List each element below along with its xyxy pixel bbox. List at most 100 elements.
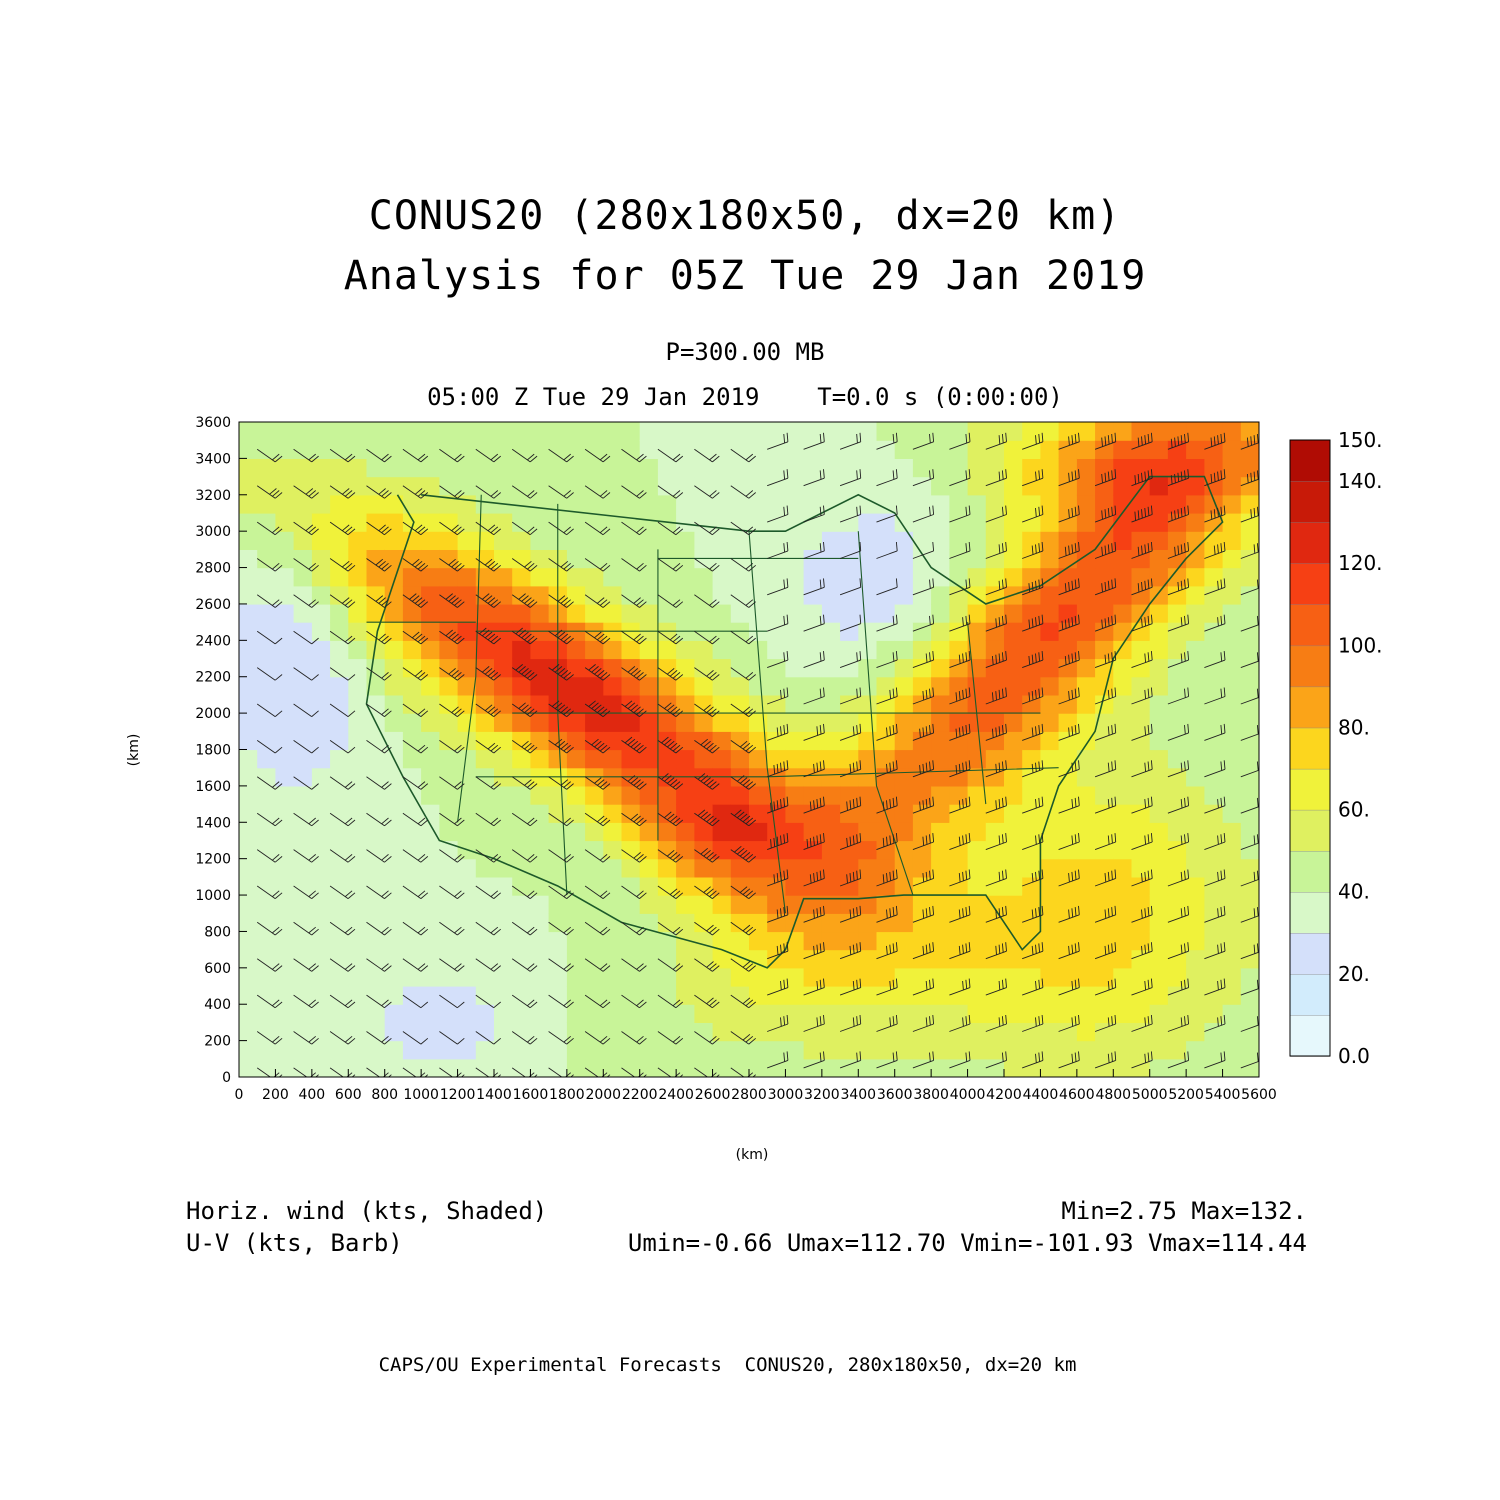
shading-cell: [749, 513, 768, 532]
shading-cell: [676, 676, 695, 696]
shading-cell: [439, 567, 459, 587]
wind-barb: [912, 432, 935, 450]
wind-barb: [1240, 1052, 1259, 1069]
shading-cell: [803, 986, 823, 1005]
shading-cell: [384, 986, 404, 1005]
shading-cell: [676, 931, 695, 951]
wind-barb: [511, 664, 538, 681]
wind-barb: [839, 796, 862, 814]
shading-cell: [603, 931, 623, 951]
shading-cell: [803, 1004, 823, 1023]
shading-cell: [293, 713, 313, 732]
shading-cell: [366, 895, 386, 914]
shading-cell: [785, 567, 805, 587]
shading-cell: [821, 494, 841, 514]
shading-cell: [1240, 804, 1259, 823]
shading-cell: [967, 1022, 987, 1042]
y-axis-label: (km): [126, 734, 142, 767]
x-tick-label: 2800: [731, 1087, 767, 1103]
wind-barb: [730, 740, 756, 754]
shading-cell: [694, 531, 714, 550]
shading-cell: [384, 676, 404, 696]
shading-cell: [366, 567, 386, 587]
shading-cell: [894, 494, 914, 514]
shading-cell: [1204, 422, 1224, 441]
shading-cell: [639, 567, 659, 587]
shading-cell: [439, 913, 459, 933]
shading-cell: [712, 913, 732, 933]
wind-barb: [1240, 979, 1259, 996]
shading-cell: [585, 513, 604, 532]
shading-cell: [1004, 767, 1023, 787]
shading-cell: [548, 895, 568, 914]
wind-barb: [366, 485, 392, 499]
shading-cell: [384, 694, 404, 714]
shading-cell: [439, 822, 459, 842]
shading-cell: [1131, 1004, 1151, 1023]
shading-cell: [1113, 876, 1133, 896]
shading-cell: [1022, 1022, 1041, 1042]
shading-cell: [311, 622, 331, 641]
shading-cell: [1113, 931, 1133, 951]
shading-cell: [257, 913, 276, 933]
x-tick-label: 4600: [1059, 1087, 1095, 1103]
shading-cell: [730, 840, 750, 860]
shading-cell: [1167, 731, 1187, 751]
shading-cell: [803, 895, 823, 914]
shading-cell: [512, 785, 531, 805]
shading-cell: [912, 876, 932, 896]
shading-cell: [657, 458, 677, 478]
shading-cell: [876, 749, 896, 769]
wind-barb: [475, 812, 501, 827]
shading-cell: [840, 658, 859, 678]
shading-cell: [1022, 967, 1041, 987]
shading-cell: [585, 640, 604, 660]
shading-cell: [876, 858, 896, 878]
shading-cell: [1022, 840, 1041, 860]
shading-cell: [949, 603, 969, 623]
x-tick-label: 1800: [549, 1087, 585, 1103]
wind-barb: [511, 558, 538, 572]
wind-barb: [1022, 905, 1044, 923]
shading-cell: [293, 422, 313, 441]
shading-cell: [1058, 585, 1078, 605]
shading-cell: [366, 1004, 386, 1023]
shading-cell: [803, 676, 823, 696]
wind-barb: [694, 594, 720, 608]
wind-barb: [1022, 505, 1044, 523]
shading-cell: [402, 458, 422, 478]
shading-cell: [330, 603, 349, 623]
shading-cell: [1095, 458, 1114, 478]
shading-cell: [1149, 949, 1169, 969]
wind-barb: [694, 885, 720, 899]
shading-cell: [912, 476, 932, 496]
shading-cell: [1113, 603, 1133, 623]
shading-cell: [530, 804, 550, 823]
shading-cell: [840, 531, 859, 550]
wind-barb: [730, 921, 756, 936]
shading-cell: [421, 494, 440, 514]
shading-cell: [566, 931, 586, 951]
shading-cell: [293, 513, 313, 532]
shading-cell: [712, 658, 732, 678]
wind-barb: [366, 885, 392, 899]
shading-cell: [257, 585, 276, 605]
shading-cell: [1004, 440, 1023, 459]
shading-cell: [439, 549, 459, 569]
shading-cell: [785, 749, 805, 769]
wind-barb: [475, 703, 501, 717]
shading-cell: [931, 1022, 950, 1042]
shading-cell: [439, 422, 459, 441]
shading-cell: [1186, 876, 1205, 896]
shading-cell: [1222, 1022, 1242, 1042]
shading-cell: [311, 731, 331, 751]
shading-cell: [1222, 1040, 1242, 1060]
shading-cell: [494, 549, 513, 569]
shading-cell: [949, 585, 969, 605]
colorbar-label: 140.: [1338, 469, 1383, 493]
shading-cell: [530, 676, 550, 696]
wind-barb: [584, 485, 611, 499]
shading-cell: [1240, 694, 1259, 714]
shading-cell: [1204, 858, 1224, 878]
shading-cell: [931, 895, 950, 914]
